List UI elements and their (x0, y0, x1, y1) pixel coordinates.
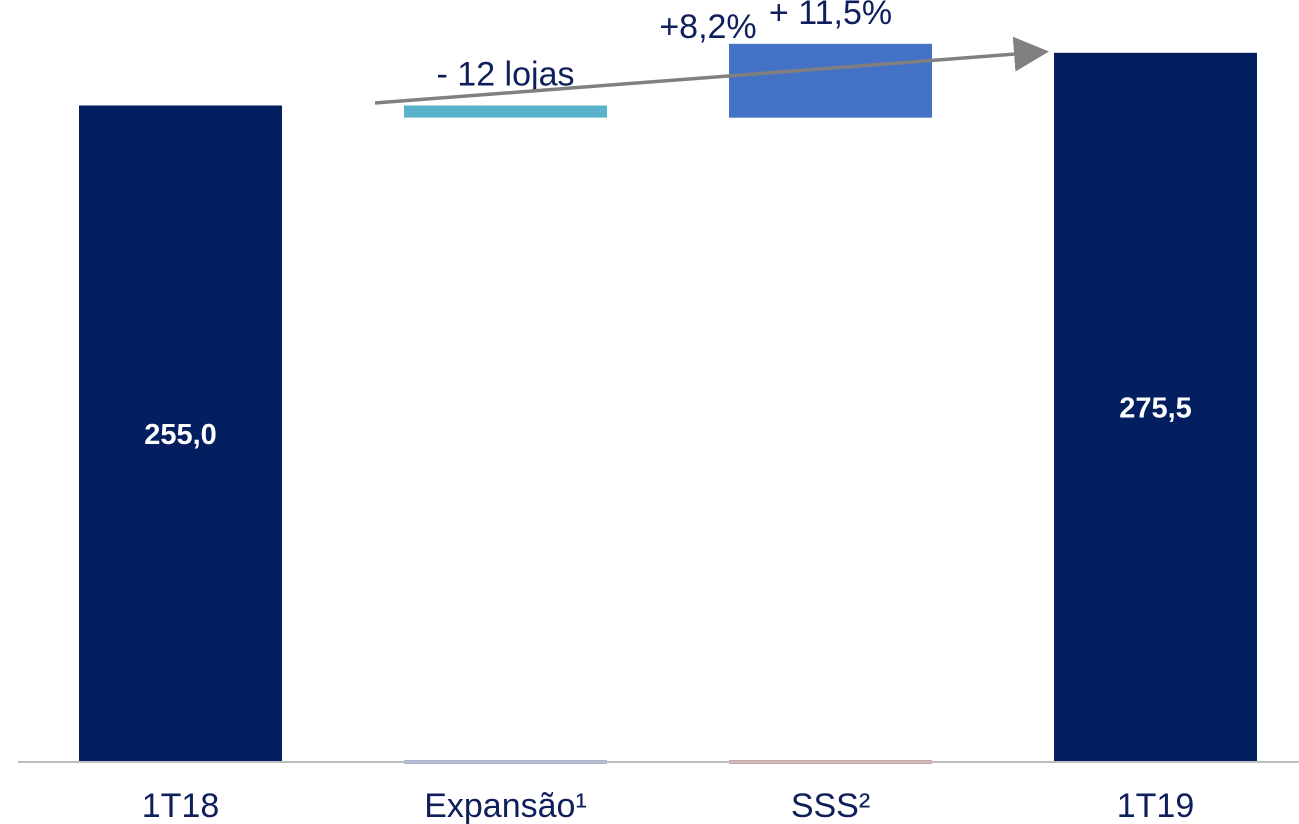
category-label: 1T19 (1117, 787, 1195, 824)
bar-3 (729, 43, 932, 118)
data-label: 275,5 (1119, 392, 1192, 424)
bar-1 (79, 105, 282, 762)
bar-4 (1054, 52, 1257, 763)
delta-label: + 11,5% (769, 0, 892, 32)
category-label: Expansão¹ (424, 787, 587, 824)
growth-arrow-icon (374, 36, 1049, 105)
bars-layer (79, 43, 1257, 764)
bar-2 (404, 105, 607, 118)
category-label: 1T18 (142, 787, 220, 824)
delta-label: - 12 lojas (437, 56, 575, 94)
growth-annotation: +8,2% (374, 8, 1049, 105)
data-label: 255,0 (144, 419, 217, 451)
labels-layer: 1T18 255,0 Expansão¹ - 12 lojas SSS² + 11,5% 1… (142, 0, 1195, 824)
category-label: SSS² (791, 787, 870, 824)
growth-label: +8,2% (659, 8, 756, 46)
